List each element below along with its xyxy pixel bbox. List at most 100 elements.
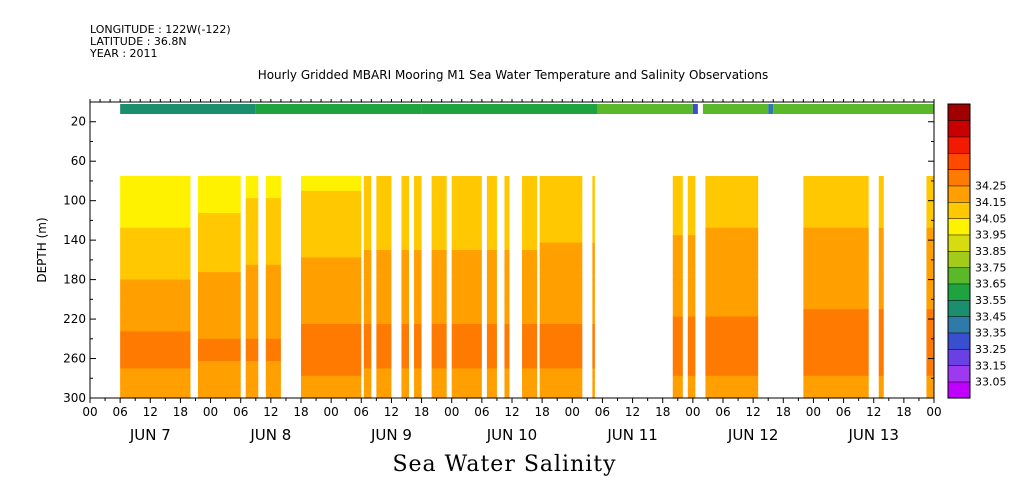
profile-cell — [504, 250, 510, 258]
profile-cell — [414, 316, 422, 325]
profile-cell — [878, 324, 884, 332]
profile-cell — [803, 242, 869, 251]
profile-cell — [672, 353, 683, 362]
y-axis-label: DEPTH (m) — [35, 217, 49, 282]
profile-cell — [522, 264, 538, 273]
profile-cell — [198, 198, 241, 207]
profile-cell — [539, 220, 583, 229]
profile-cell — [803, 198, 869, 207]
profile-cell — [265, 287, 281, 295]
surface-cell — [255, 104, 422, 114]
profile-cell — [414, 220, 422, 229]
profile-cell — [672, 287, 683, 295]
profile-cell — [486, 346, 497, 355]
profile-cell — [592, 198, 595, 207]
profile-cell — [687, 368, 696, 377]
colorbar-label: 33.05 — [975, 376, 1007, 389]
profile-cell — [486, 301, 497, 310]
profile-cell — [265, 213, 281, 221]
profile-cell — [705, 220, 759, 229]
profile-cell — [878, 264, 884, 273]
profile-cell — [363, 383, 372, 392]
profile-cell — [301, 257, 362, 266]
profile-cell — [878, 316, 884, 325]
profile-cell — [522, 213, 538, 221]
x-tick-label: 18 — [414, 405, 429, 419]
profile-cell — [803, 338, 869, 347]
profile-cell — [265, 324, 281, 332]
profile-cell — [672, 272, 683, 281]
profile-cell — [301, 198, 362, 207]
profile-cell — [504, 294, 510, 303]
profile-cell — [301, 190, 362, 199]
profile-cell — [486, 227, 497, 236]
profile-cell — [401, 361, 410, 369]
colorbar-swatch — [947, 332, 971, 350]
profile-cell — [265, 279, 281, 288]
profile-cell — [120, 279, 191, 288]
profile-cell — [672, 183, 683, 192]
profile-cell — [363, 250, 372, 258]
profile-cell — [431, 235, 447, 244]
profile-cell — [539, 250, 583, 258]
profile-cell — [926, 316, 934, 325]
profile-cell — [486, 257, 497, 266]
profile-cell — [451, 324, 482, 332]
profile-cell — [504, 301, 510, 310]
profile-cell — [592, 190, 595, 199]
profile-cell — [672, 250, 683, 258]
profile-cell — [451, 361, 482, 369]
profile-cell — [878, 205, 884, 214]
colorbar-swatch — [947, 348, 971, 366]
profile-cell — [803, 264, 869, 273]
day-label: JUN 13 — [847, 426, 898, 444]
profile-cell — [431, 375, 447, 384]
profile-cell — [376, 324, 392, 332]
profile-cell — [120, 324, 191, 332]
profile-cell — [198, 205, 241, 214]
profile-cell — [451, 294, 482, 303]
profile-cell — [245, 301, 259, 310]
profile-cell — [431, 242, 447, 251]
profile-cell — [522, 346, 538, 355]
profile-cell — [301, 294, 362, 303]
profile-cell — [803, 190, 869, 199]
profile-cell — [672, 301, 683, 310]
profile-cell — [245, 257, 259, 266]
colorbar-swatch — [947, 316, 971, 334]
profile-cell — [504, 338, 510, 347]
profile-cell — [803, 324, 869, 332]
profile-cell — [926, 375, 934, 384]
profile-cell — [363, 390, 372, 399]
profile-cell — [592, 227, 595, 236]
profile-cell — [414, 331, 422, 340]
profile-cell — [705, 279, 759, 288]
colorbar-label: 33.95 — [975, 229, 1007, 242]
profile-cell — [705, 353, 759, 362]
profile-cell — [687, 287, 696, 295]
profile-cell — [672, 294, 683, 303]
profile-cell — [504, 390, 510, 399]
profile-cell — [705, 346, 759, 355]
metadata-header: LONGITUDE : 122W(-122) LATITUDE : 36.8N … — [90, 24, 231, 60]
profile-cell — [431, 368, 447, 377]
profile-cell — [363, 361, 372, 369]
profile-cell — [376, 316, 392, 325]
profile-cell — [592, 390, 595, 399]
profile-cell — [592, 183, 595, 192]
profile-cell — [504, 287, 510, 295]
profile-cell — [414, 309, 422, 318]
profile-cell — [592, 220, 595, 229]
profile-cell — [451, 301, 482, 310]
profile-cell — [687, 375, 696, 384]
profile-cell — [198, 220, 241, 229]
profile-cell — [672, 190, 683, 199]
profile-cell — [245, 383, 259, 392]
profile-cell — [245, 220, 259, 229]
profile-cell — [672, 198, 683, 207]
profile-cell — [672, 279, 683, 288]
profile-cell — [592, 375, 595, 384]
profile-cell — [414, 338, 422, 347]
profile-cell — [376, 227, 392, 236]
profile-cell — [451, 338, 482, 347]
